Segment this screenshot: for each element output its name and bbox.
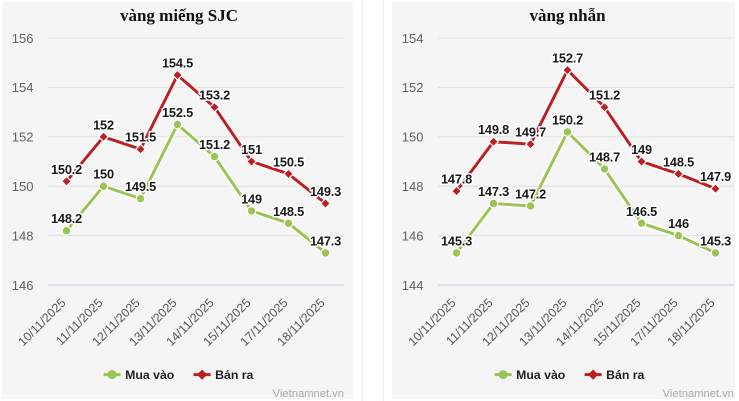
svg-text:150: 150	[93, 167, 114, 182]
svg-text:154: 154	[12, 80, 34, 95]
svg-text:vàng nhẫn: vàng nhẫn	[529, 6, 606, 25]
svg-text:148.5: 148.5	[273, 204, 304, 219]
svg-text:Mua vào: Mua vào	[125, 368, 175, 382]
svg-text:vàng miếng SJC: vàng miếng SJC	[120, 6, 238, 25]
svg-text:150.2: 150.2	[51, 162, 82, 177]
svg-text:151: 151	[241, 142, 262, 157]
svg-text:Bán ra: Bán ra	[606, 368, 644, 382]
svg-text:154: 154	[402, 31, 424, 46]
svg-text:152: 152	[402, 80, 424, 95]
svg-text:146.5: 146.5	[626, 204, 657, 219]
svg-text:148.7: 148.7	[589, 149, 620, 164]
svg-text:145.3: 145.3	[441, 233, 472, 248]
svg-text:Vietnamnet.vn: Vietnamnet.vn	[273, 388, 344, 400]
svg-text:Vietnamnet.vn: Vietnamnet.vn	[663, 388, 734, 400]
svg-text:Bán ra: Bán ra	[215, 368, 253, 382]
svg-text:147.3: 147.3	[478, 184, 509, 199]
svg-text:152: 152	[93, 117, 114, 132]
svg-text:148.5: 148.5	[663, 154, 694, 169]
svg-text:150: 150	[402, 130, 424, 145]
svg-text:149.8: 149.8	[478, 122, 509, 137]
svg-text:151.2: 151.2	[589, 88, 620, 103]
svg-text:149: 149	[241, 191, 262, 206]
svg-text:148.2: 148.2	[51, 211, 82, 226]
svg-text:154.5: 154.5	[162, 56, 193, 71]
svg-text:148: 148	[402, 179, 424, 194]
svg-text:Mua vào: Mua vào	[516, 368, 566, 382]
svg-text:144: 144	[402, 278, 424, 293]
svg-text:145.3: 145.3	[700, 233, 731, 248]
svg-text:151.5: 151.5	[125, 130, 156, 145]
svg-text:146: 146	[668, 216, 689, 231]
svg-text:149: 149	[631, 142, 652, 157]
svg-text:149.7: 149.7	[515, 125, 546, 140]
svg-text:147.8: 147.8	[441, 172, 472, 187]
svg-text:151.2: 151.2	[199, 137, 230, 152]
svg-text:146: 146	[12, 278, 34, 293]
svg-text:152.5: 152.5	[162, 105, 193, 120]
svg-text:147.9: 147.9	[700, 169, 731, 184]
svg-text:147.3: 147.3	[310, 233, 341, 248]
svg-text:152: 152	[12, 130, 34, 145]
svg-text:153.2: 153.2	[199, 88, 230, 103]
svg-text:156: 156	[12, 31, 34, 46]
svg-text:150: 150	[12, 179, 34, 194]
svg-text:149.3: 149.3	[310, 184, 341, 199]
svg-text:148: 148	[12, 228, 34, 243]
svg-text:150.2: 150.2	[552, 112, 583, 127]
svg-text:146: 146	[402, 228, 424, 243]
svg-text:152.7: 152.7	[552, 51, 583, 66]
svg-text:149.5: 149.5	[125, 179, 156, 194]
svg-text:150.5: 150.5	[273, 154, 304, 169]
svg-text:147.2: 147.2	[515, 187, 546, 202]
